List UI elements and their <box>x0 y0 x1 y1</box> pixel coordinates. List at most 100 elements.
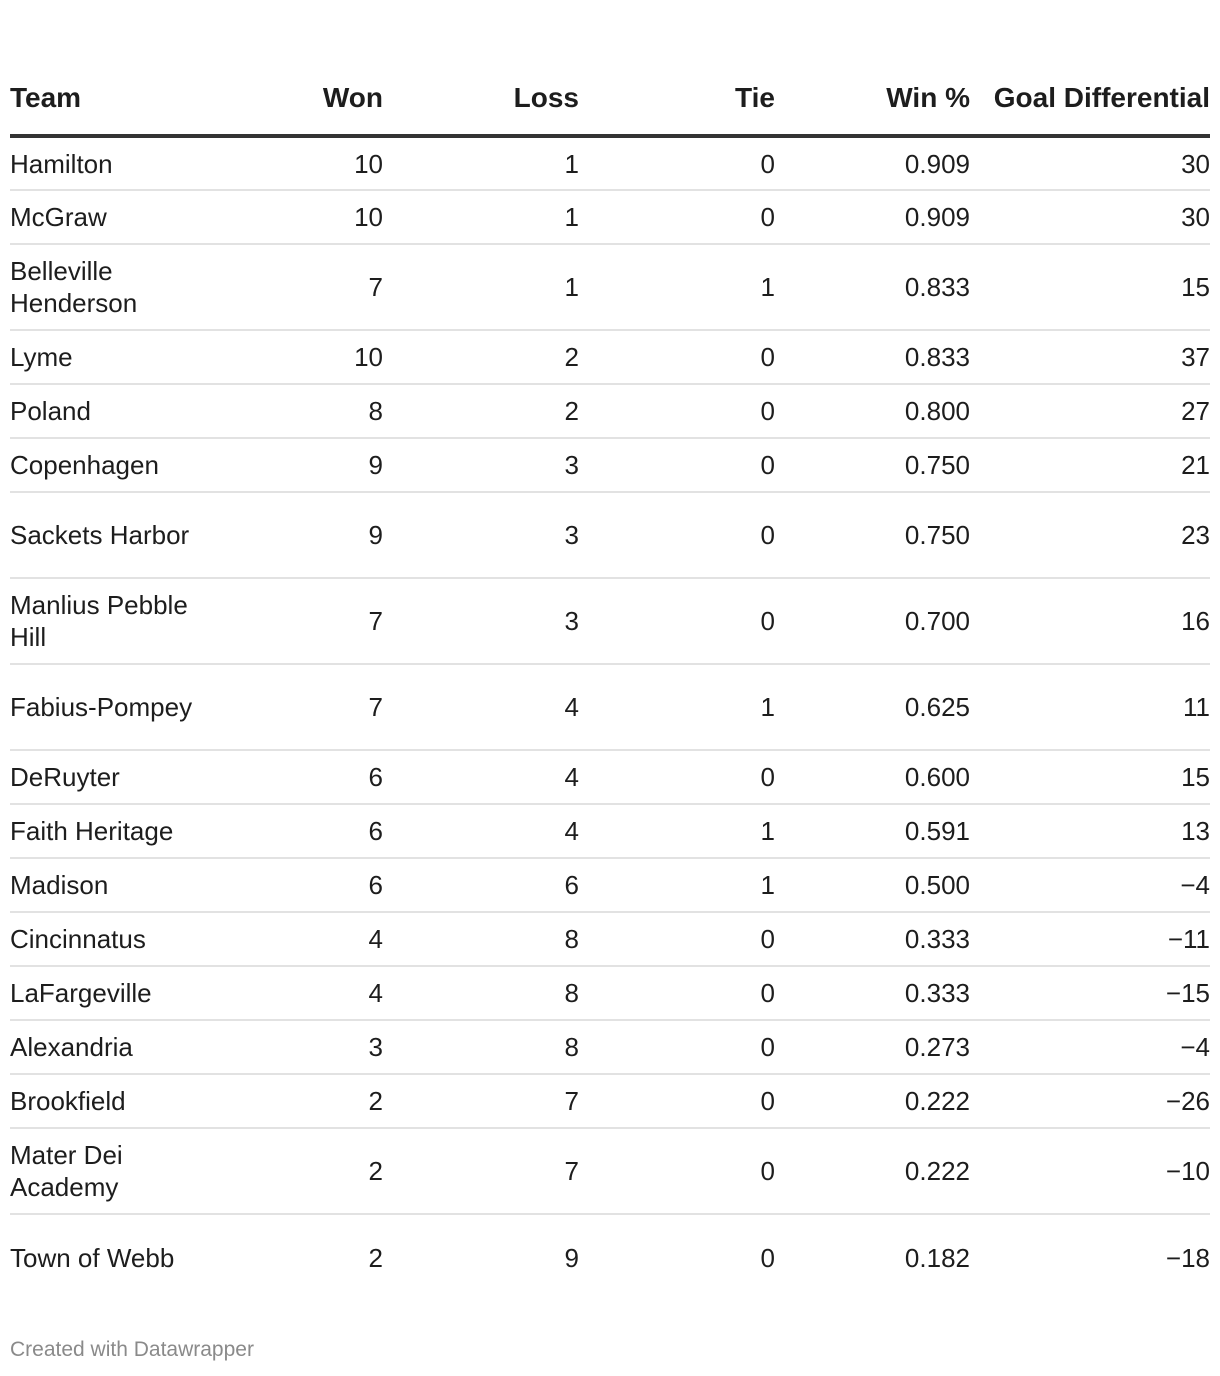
table-row: McGraw 10 1 0 0.909 30 <box>10 190 1210 245</box>
cell-team: Manlius Pebble Hill <box>10 578 200 665</box>
column-header-loss[interactable]: Loss <box>383 0 579 138</box>
table-row: Cincinnatus 4 8 0 0.333 −11 <box>10 912 1210 967</box>
cell-team: Town of Webb <box>10 1242 175 1273</box>
cell-goal-differential: 15 <box>970 244 1210 331</box>
cell-team: Brookfield <box>10 1074 200 1129</box>
cell-goal-differential: 30 <box>970 136 1210 191</box>
cell-team: LaFargeville <box>10 966 200 1021</box>
cell-win-pct: 0.750 <box>775 492 970 579</box>
cell-won: 10 <box>200 330 383 385</box>
cell-won: 4 <box>200 966 383 1021</box>
cell-win-pct: 0.833 <box>775 330 970 385</box>
cell-loss: 7 <box>383 1074 579 1129</box>
table-body: Hamilton 10 1 0 0.909 30 McGraw 10 1 0 0.909 30 Bell… <box>10 136 1210 1300</box>
table-row: Hamilton 10 1 0 0.909 30 <box>10 136 1210 191</box>
cell-goal-differential: 30 <box>970 190 1210 245</box>
cell-win-pct: 0.909 <box>775 136 970 191</box>
column-header-tie[interactable]: Tie <box>579 0 775 138</box>
cell-loss: 9 <box>564 1242 579 1273</box>
cell-won: 7 <box>200 244 383 331</box>
cell-team: Cincinnatus <box>10 912 200 967</box>
cell-goal-differential: 23 <box>970 492 1210 579</box>
cell-tie: 0 <box>579 1020 775 1075</box>
table-row: Faith Heritage 6 4 1 0.591 13 <box>10 804 1210 859</box>
cell-loss: 4 <box>383 804 579 859</box>
cell-goal-differential: −18 <box>1165 1242 1210 1273</box>
cell-goal-differential: −15 <box>970 966 1210 1021</box>
cell-won: 10 <box>200 190 383 245</box>
cell-loss: 1 <box>383 244 579 331</box>
table-row: Manlius Pebble Hill 7 3 0 0.700 16 <box>10 578 1210 665</box>
cell-loss: 7 <box>383 1128 579 1215</box>
cell-loss: 4 <box>383 664 579 751</box>
cell-win-pct: 0.182 <box>904 1242 970 1273</box>
table-row: Fabius-Pompey 7 4 1 0.625 11 <box>10 664 1210 751</box>
cell-loss: 3 <box>383 578 579 665</box>
cell-goal-differential: −10 <box>970 1128 1210 1215</box>
cell-won: 9 <box>200 438 383 493</box>
cell-tie: 0 <box>760 1242 775 1273</box>
cell-loss: 8 <box>383 912 579 967</box>
table-header-row: Team Won Loss Tie Win % Goal Differentia… <box>10 0 1210 138</box>
standings-table-container: Team Won Loss Tie Win % Goal Differentia… <box>10 0 1210 1300</box>
cell-loss: 1 <box>383 190 579 245</box>
cell-team: Poland <box>10 384 200 439</box>
cell-loss: 8 <box>383 966 579 1021</box>
cell-team: Belleville Henderson <box>10 244 200 331</box>
cell-goal-differential: −26 <box>970 1074 1210 1129</box>
cell-team: Sackets Harbor <box>10 492 200 579</box>
cell-loss: 4 <box>383 750 579 805</box>
cell-win-pct: 0.591 <box>775 804 970 859</box>
cell-won: 4 <box>200 912 383 967</box>
datawrapper-credit[interactable]: Created with Datawrapper <box>10 1338 254 1361</box>
table-row: Sackets Harbor 9 3 0 0.750 23 <box>10 492 1210 579</box>
cell-won: 6 <box>200 804 383 859</box>
cell-team: Fabius-Pompey <box>10 664 200 751</box>
cell-tie: 0 <box>579 330 775 385</box>
cell-goal-differential: 11 <box>970 664 1210 751</box>
cell-team: Hamilton <box>10 136 200 191</box>
cell-tie: 0 <box>579 136 775 191</box>
cell-won: 2 <box>200 1128 383 1215</box>
cell-tie: 0 <box>579 750 775 805</box>
cell-tie: 0 <box>579 438 775 493</box>
cell-win-pct: 0.625 <box>775 664 970 751</box>
cell-team: Copenhagen <box>10 438 200 493</box>
cell-goal-differential: 27 <box>970 384 1210 439</box>
table-row: Copenhagen 9 3 0 0.750 21 <box>10 438 1210 493</box>
cell-tie: 0 <box>579 912 775 967</box>
cell-team: McGraw <box>10 190 200 245</box>
cell-goal-differential: 16 <box>970 578 1210 665</box>
table-row: Poland 8 2 0 0.800 27 <box>10 384 1210 439</box>
cell-team: Madison <box>10 858 200 913</box>
cell-win-pct: 0.333 <box>775 966 970 1021</box>
cell-loss: 1 <box>383 136 579 191</box>
column-header-goal-differential[interactable]: Goal Differential <box>970 0 1210 138</box>
cell-won: 9 <box>200 492 383 579</box>
cell-win-pct: 0.700 <box>775 578 970 665</box>
standings-table: Team Won Loss Tie Win % Goal Differentia… <box>10 0 1210 1300</box>
column-header-team[interactable]: Team <box>10 0 200 138</box>
cell-win-pct: 0.750 <box>775 438 970 493</box>
table-row: DeRuyter 6 4 0 0.600 15 <box>10 750 1210 805</box>
cell-loss: 3 <box>383 438 579 493</box>
cell-tie: 0 <box>579 1074 775 1129</box>
table-row: Alexandria 3 8 0 0.273 −4 <box>10 1020 1210 1075</box>
cell-won: 3 <box>200 1020 383 1075</box>
cell-win-pct: 0.500 <box>775 858 970 913</box>
cell-team: Alexandria <box>10 1020 200 1075</box>
cell-team: Mater Dei Academy <box>10 1128 200 1215</box>
cell-tie: 0 <box>579 966 775 1021</box>
cell-loss: 3 <box>383 492 579 579</box>
cell-tie: 0 <box>579 384 775 439</box>
cell-won: 6 <box>200 858 383 913</box>
cell-win-pct: 0.909 <box>775 190 970 245</box>
cell-loss: 2 <box>383 330 579 385</box>
cell-win-pct: 0.222 <box>775 1074 970 1129</box>
cell-won: 2 <box>368 1242 383 1273</box>
column-header-win-pct[interactable]: Win % <box>775 0 970 138</box>
column-header-won[interactable]: Won <box>200 0 383 138</box>
cell-tie: 1 <box>579 858 775 913</box>
cell-won: 2 <box>200 1074 383 1129</box>
table-row: Mater Dei Academy 2 7 0 0.222 −10 <box>10 1128 1210 1215</box>
